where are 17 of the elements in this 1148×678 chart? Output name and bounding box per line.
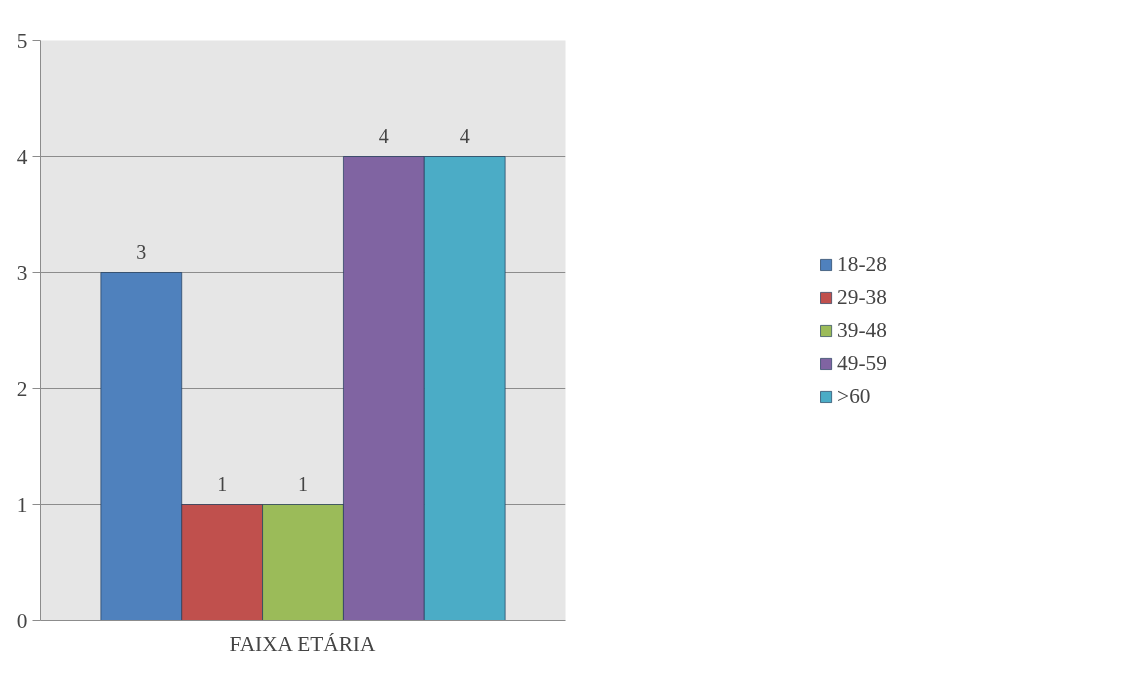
x-tick-label: FAIXA ETÁRIA: [229, 631, 376, 656]
data-label: 3: [136, 240, 147, 263]
legend-label: 29-38: [837, 284, 887, 310]
legend-label: 18-28: [837, 251, 887, 277]
data-label: 4: [459, 124, 470, 147]
data-label: 1: [298, 472, 308, 495]
y-tick-label: 1: [16, 492, 28, 517]
legend-label: >60: [837, 383, 871, 409]
y-tick-label: 5: [16, 28, 28, 53]
data-label: 4: [378, 124, 389, 147]
y-tick-label: 3: [16, 260, 28, 285]
y-tick-label: 2: [16, 376, 28, 401]
legend-label: 39-48: [837, 317, 887, 343]
legend-label: 49-59: [837, 350, 887, 376]
y-tick-label: 0: [16, 608, 28, 633]
data-label: 1: [217, 472, 228, 495]
y-tick-label: 4: [16, 144, 28, 169]
